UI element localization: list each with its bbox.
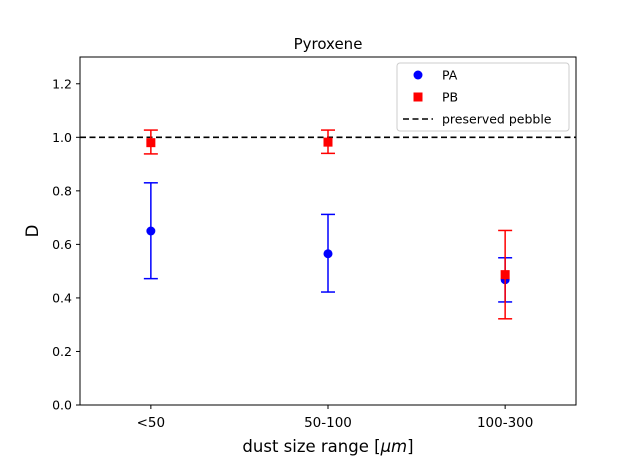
point-pb-1 xyxy=(323,137,333,147)
y-tick-label: 1.0 xyxy=(52,130,72,145)
x-tick-label: <50 xyxy=(137,415,166,431)
legend-label-pb: PB xyxy=(442,90,458,105)
legend-box xyxy=(396,62,570,132)
legend: PA PB preserved pebble xyxy=(396,62,570,132)
plot-area xyxy=(80,129,576,320)
x-axis-label: dust size range [μm] xyxy=(242,437,413,456)
point-pb-2 xyxy=(500,270,510,280)
x-tick-label: 50-100 xyxy=(304,415,352,431)
y-tick-label: 0.0 xyxy=(52,398,72,413)
point-pa-1 xyxy=(323,249,333,259)
legend-marker-pa xyxy=(413,70,423,80)
y-tick-label: 0.6 xyxy=(52,237,72,252)
y-tick-label: 0.4 xyxy=(52,290,72,305)
axes: 0.0 0.2 0.4 0.6 0.8 1.0 1.2 <50 50-100 100-300 dus… xyxy=(23,56,577,456)
point-pa-0 xyxy=(146,226,156,236)
y-tick-label: 0.2 xyxy=(52,344,72,359)
y-tick-label: 1.2 xyxy=(52,76,72,91)
y-axis-label: D xyxy=(23,225,42,238)
x-tick-label: 100-300 xyxy=(477,415,533,431)
chart-title: Pyroxene xyxy=(294,35,363,53)
legend-label-preserved-pebble: preserved pebble xyxy=(442,112,552,127)
point-pb-0 xyxy=(146,138,156,148)
legend-label-pa: PA xyxy=(442,68,458,83)
legend-marker-pb xyxy=(413,92,423,102)
y-tick-label: 0.8 xyxy=(52,183,72,198)
